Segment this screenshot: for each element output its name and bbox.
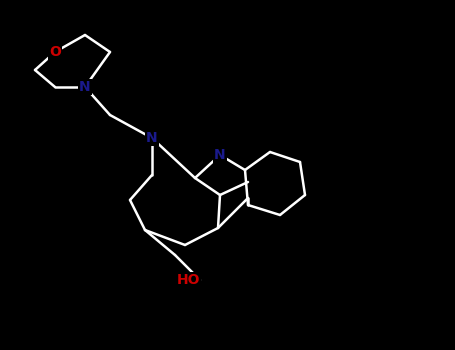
Text: N: N (214, 148, 226, 162)
Text: N: N (146, 131, 158, 145)
Text: HO: HO (177, 273, 200, 287)
Text: O: O (49, 45, 61, 59)
Text: N: N (79, 80, 91, 94)
